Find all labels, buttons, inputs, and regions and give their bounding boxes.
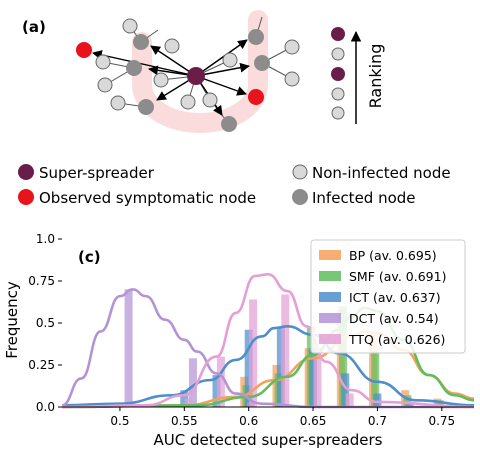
bar-smf [435, 400, 444, 407]
infected-node [133, 34, 149, 50]
legend-label-dct: DCT (av. 0.54) [349, 311, 439, 326]
legend-symptomatic-text: Observed symptomatic node [39, 189, 256, 207]
legend-infected-marker [292, 189, 308, 205]
histogram-bars [124, 289, 444, 407]
bar-dct [188, 358, 197, 407]
x-axis-ticks: 0.5 0.55 0.6 0.65 0.7 0.75 [110, 407, 455, 428]
non-infected-node [110, 95, 126, 111]
legend-infected-text: Infected node [312, 189, 416, 207]
non-infected-node [284, 39, 300, 55]
rank-node-4 [331, 87, 345, 101]
bar-smf [403, 395, 412, 407]
ranking-column: Ranking [331, 27, 385, 124]
kde-curve-ttq [61, 272, 475, 409]
bar-ict [244, 329, 253, 407]
bar-ict [276, 326, 285, 407]
rank-node-2 [331, 47, 345, 61]
ranking-label: Ranking [366, 44, 385, 109]
bar-ict [405, 401, 414, 407]
symptomatic-node [76, 42, 92, 58]
bar-smf [371, 351, 380, 407]
x-axis-title: AUC detected super-spreaders [153, 431, 382, 449]
legend-symptomatic-marker [18, 189, 34, 205]
chart-legend: BP (av. 0.695) SMF (av. 0.691) ICT (av. 0.… [310, 239, 466, 354]
non-infected-node [222, 52, 238, 68]
bar-ict [341, 373, 350, 407]
panel-c-chart: 0.5 0.55 0.6 0.65 0.7 0.75 0.00.250.50.751.0 … [3, 232, 475, 449]
non-infected-node [97, 77, 113, 93]
legend-super-spreader-marker [18, 164, 34, 180]
non-infected-node [122, 18, 138, 34]
non-infected-node [153, 72, 169, 88]
legend-label-smf: SMF (av. 0.691) [349, 269, 446, 284]
rank-node-3 [331, 67, 345, 81]
network-nodes [76, 18, 300, 132]
bar-ttq [313, 348, 322, 407]
bar-ttq [216, 356, 225, 407]
bar-ttq [281, 294, 290, 407]
kde-curve-ict [61, 325, 475, 407]
infected-node [126, 60, 142, 76]
legend-swatch-ttq [319, 334, 341, 344]
rank-node-5 [331, 106, 345, 120]
bar-ttq [249, 299, 258, 407]
y-tick-label: 0.0 [36, 400, 55, 414]
bar-ttq [345, 393, 354, 407]
infected-node [138, 99, 154, 115]
x-tick-label: 0.55 [171, 414, 198, 428]
non-infected-node [284, 71, 300, 87]
bar-smf [339, 306, 348, 407]
non-infected-node [164, 38, 180, 54]
symptomatic-node [248, 89, 264, 105]
kde-curve-dct [61, 288, 474, 409]
node-legend: Super-spreader Non-infected node Observe… [18, 164, 451, 207]
legend-label-ttq: TTQ (av. 0.626) [348, 332, 445, 347]
panel-a-label: (a) [22, 18, 46, 36]
legend-swatch-ict [319, 292, 341, 302]
x-tick-label: 0.65 [300, 414, 327, 428]
x-tick-label: 0.7 [368, 414, 387, 428]
bar-ttq [184, 398, 193, 407]
legend-non-infected-text: Non-infected node [312, 164, 451, 182]
legend-super-spreader-text: Super-spreader [39, 164, 155, 182]
infected-node [248, 29, 264, 45]
legend-label-bp: BP (av. 0.695) [349, 248, 437, 263]
legend-non-infected-marker [292, 164, 308, 180]
non-infected-node [180, 94, 196, 110]
non-infected-node [202, 92, 218, 108]
super-spreader-node [187, 67, 205, 85]
infected-node [254, 55, 270, 71]
panel-c-label: (c) [78, 248, 101, 266]
bar-ict [212, 375, 221, 407]
legend-swatch-smf [319, 271, 341, 281]
y-axis-ticks: 0.0 0.25 0.5 0.75 1.0 [28, 232, 62, 414]
infected-node [221, 116, 237, 132]
x-tick-label: 0.5 [110, 414, 129, 428]
non-infected-node [95, 54, 111, 70]
legend-frame [310, 239, 466, 354]
bar-ict [309, 348, 318, 407]
legend-swatch-dct [319, 313, 341, 323]
legend-label-ict: ICT (av. 0.637) [349, 290, 441, 305]
bar-dct [124, 289, 133, 407]
rank-node-1 [331, 27, 345, 41]
x-tick-label: 0.75 [428, 414, 455, 428]
bar-ict [373, 393, 382, 407]
y-axis-title: Frequency [3, 281, 21, 359]
y-tick-label: 0.5 [36, 316, 55, 330]
panel-a: (a) [18, 10, 451, 207]
y-tick-label: 0.75 [28, 274, 55, 288]
x-tick-label: 0.6 [239, 414, 258, 428]
y-tick-label: 0.25 [28, 358, 55, 372]
y-tick-label: 1.0 [36, 232, 55, 246]
bar-ict [180, 390, 189, 407]
legend-swatch-bp [319, 250, 341, 260]
